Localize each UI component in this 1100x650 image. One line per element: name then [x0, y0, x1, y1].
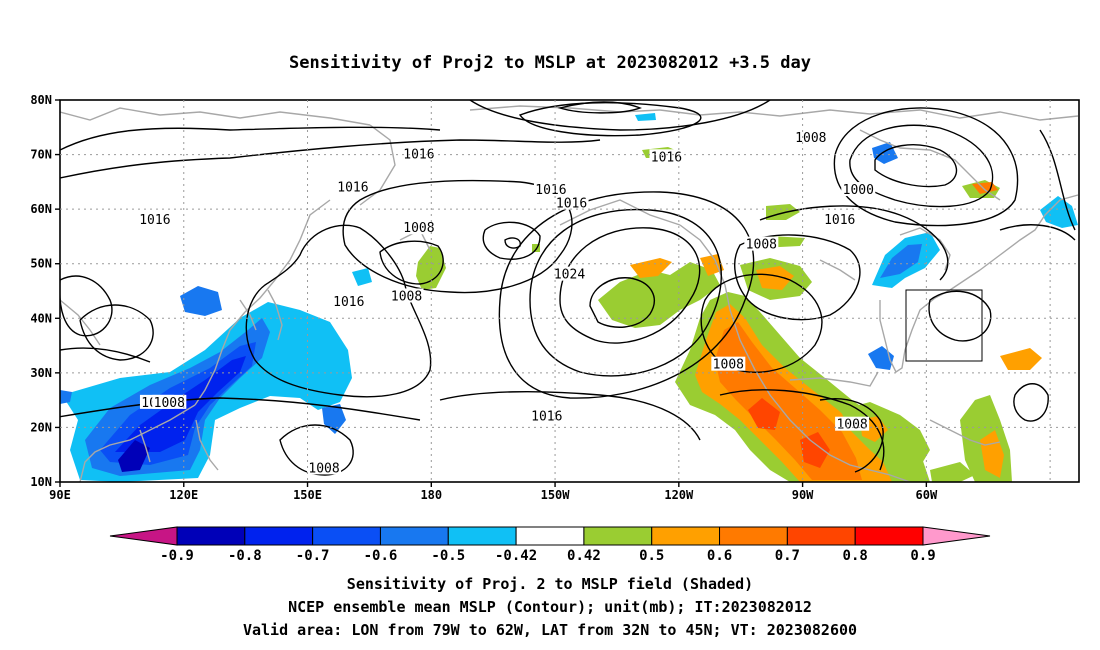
- contour-label: 1016: [403, 148, 434, 163]
- contour-label-bg: [793, 130, 828, 145]
- colorbar-right-triangle: [922, 526, 991, 546]
- colorbar-box: [244, 526, 314, 546]
- contour-label-bg: [389, 288, 424, 303]
- colorbar-box: [447, 526, 517, 546]
- caption-line-2: NCEP ensemble mean MSLP (Contour); unit(…: [288, 598, 812, 616]
- contour-label: 1016: [824, 213, 855, 228]
- map-frame: [59, 99, 1080, 483]
- contour-label-bg: [152, 394, 187, 409]
- caption-line-1: Sensitivity of Proj. 2 to MSLP field (Sh…: [347, 575, 753, 593]
- lon-tick-label: 180: [420, 488, 442, 502]
- colorbar-box: [786, 526, 856, 546]
- contour-label: 1016: [337, 180, 368, 195]
- caption-line-3: Valid area: LON from 79W to 62W, LAT fro…: [243, 621, 857, 639]
- lat-tick-label: 80N: [30, 93, 52, 107]
- lon-tick-label: 60W: [916, 488, 938, 502]
- contour-label-bg: [744, 236, 779, 251]
- colorbar-box: [854, 526, 924, 546]
- colorbar-label: -0.42: [495, 548, 537, 564]
- colorbar-label: -0.7: [296, 548, 330, 564]
- contour-label-bg: [401, 220, 436, 235]
- lat-tick-label: 70N: [30, 148, 52, 162]
- contour-label: 1016: [535, 183, 566, 198]
- lon-tick-label: 120W: [664, 488, 694, 502]
- contour-label: 1016: [651, 150, 682, 165]
- contour-label: 1016: [556, 197, 587, 212]
- contour-label-bg: [841, 182, 876, 197]
- lat-tick-label: 40N: [30, 311, 52, 325]
- colorbar-label: -0.6: [364, 548, 398, 564]
- colorbar-label: -0.9: [160, 548, 194, 564]
- colorbar-label: 0.9: [910, 548, 935, 564]
- colorbar-box: [719, 526, 788, 546]
- figure-title: Sensitivity of Proj2 to MSLP at 20230820…: [289, 53, 811, 73]
- contour-label: 1008: [308, 461, 339, 476]
- colorbar-box: [176, 526, 246, 546]
- colorbar: -0.9 -0.8 -0.7 -0.6 -0.5 -0.42 0.42 0.5 0.6 0.7 0.…: [109, 526, 991, 564]
- colorbar-label: 0.6: [707, 548, 732, 564]
- colorbar-label: 0.5: [639, 548, 664, 564]
- contour-label: 1008: [391, 289, 422, 304]
- contour-label: 1008: [154, 396, 185, 411]
- colorbar-box: [515, 526, 585, 546]
- contour-label: 1008: [713, 358, 744, 373]
- lon-tick-label: 120E: [169, 488, 198, 502]
- lat-tick-label: 60N: [30, 202, 52, 216]
- colorbar-label: 0.7: [775, 548, 800, 564]
- lon-tick-label: 150W: [541, 488, 571, 502]
- colorbar-label: 0.8: [843, 548, 868, 564]
- contour-label-bg: [335, 179, 370, 194]
- lat-tick-label: 20N: [30, 420, 52, 434]
- lat-tick-label: 30N: [30, 366, 52, 380]
- contour-label-bg: [401, 146, 436, 161]
- contour-label-bg: [533, 182, 568, 197]
- contour-labels: 1016101610161016101610161008100010161008…: [137, 130, 876, 476]
- contour-label: 1008: [836, 418, 867, 433]
- contour-label: 1008: [403, 221, 434, 236]
- map-plot-area: 1016101610161016101610161008100010161008…: [60, 100, 1079, 482]
- lon-tick-label: 150E: [293, 488, 322, 502]
- colorbar-label: 0.42: [567, 548, 601, 564]
- colorbar-left-triangle: [109, 526, 178, 546]
- contour-label-bg: [649, 149, 684, 164]
- contour-label: 1000: [843, 183, 874, 198]
- colorbar-label: -0.8: [228, 548, 262, 564]
- lat-tick-label: 50N: [30, 257, 52, 271]
- lon-tick-label: 90W: [792, 488, 814, 502]
- lon-tick-label: 90E: [49, 488, 71, 502]
- colorbar-label: -0.5: [431, 548, 465, 564]
- contour-label: 1016: [139, 213, 170, 228]
- contour-label-bg: [137, 212, 172, 227]
- contour-label-bg: [822, 212, 857, 227]
- colorbar-box: [312, 526, 381, 546]
- lat-tick-label: 10N: [30, 475, 52, 489]
- contour-label: 1024: [554, 268, 585, 283]
- contour-label: 1008: [795, 131, 826, 146]
- colorbar-box: [583, 526, 653, 546]
- contour-label-bg: [711, 356, 746, 371]
- contour-label: 1016: [333, 295, 364, 310]
- graticule: [60, 100, 1079, 482]
- colorbar-box: [379, 526, 449, 546]
- valid-area-box: [905, 289, 983, 362]
- colorbar-box: [651, 526, 721, 546]
- contour-label: 1008: [746, 238, 777, 253]
- contour-label-bg: [307, 460, 342, 475]
- contour-label-bg: [331, 293, 366, 308]
- contour-label-bg: [552, 266, 587, 281]
- contour-label-bg: [835, 416, 870, 431]
- contour-label-bg: [554, 195, 589, 210]
- contour-label: 1016: [531, 410, 562, 425]
